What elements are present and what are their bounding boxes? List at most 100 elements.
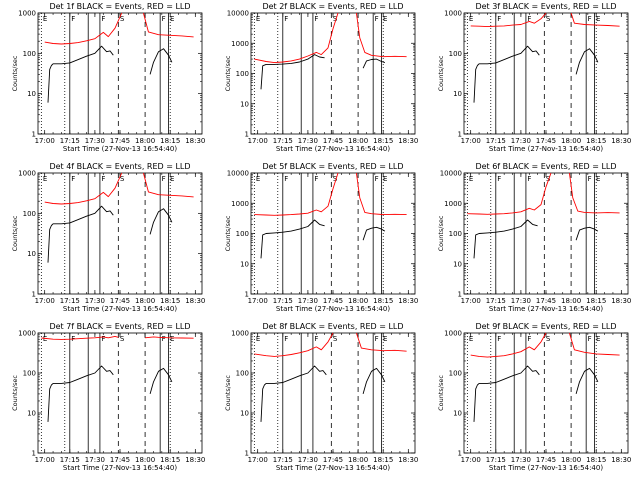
lld-series-line <box>568 332 620 356</box>
x-tick-label: 18:30 <box>398 137 418 145</box>
x-tick-label: 18:15 <box>373 456 393 464</box>
plot-frame <box>250 172 416 295</box>
y-tick-label: 1 <box>32 131 36 139</box>
x-tick-label: 17:30 <box>85 297 105 305</box>
interval-marker-label: S <box>120 175 125 183</box>
x-tick-label: 17:15 <box>486 137 506 145</box>
interval-marker-label: S <box>333 15 338 23</box>
y-tick-label: 1000 <box>18 170 36 178</box>
lld-series-line <box>142 12 194 38</box>
interval-marker-label: E <box>43 175 47 183</box>
panel-title: Det 8f BLACK = Events, RED = LLD <box>262 322 403 331</box>
interval-marker-label: E <box>469 15 473 23</box>
interval-marker-label: F <box>588 335 592 343</box>
lld-series-line <box>44 172 123 205</box>
lld-series-line <box>142 172 194 198</box>
detector-panel: Det 7f BLACK = Events, RED = LLD 1 10 100 10… <box>11 322 205 472</box>
x-tick-label: 17:15 <box>486 297 506 305</box>
y-tick-label: 10000 <box>227 10 249 18</box>
x-tick-label: 18:30 <box>185 137 205 145</box>
y-tick-label: 1000 <box>231 40 249 48</box>
y-tick-label: 1 <box>245 450 249 458</box>
lld-series-line <box>254 12 339 64</box>
y-tick-label: 1 <box>245 291 249 299</box>
detector-panel: Det 4f BLACK = Events, RED = LLD 1 10 100 10… <box>11 162 205 313</box>
y-tick-label: 1 <box>245 131 249 139</box>
interval-marker-label: F <box>284 175 288 183</box>
interval-marker-label: S <box>120 15 125 23</box>
interval-marker-label: E <box>383 175 387 183</box>
y-axis-label: Counts/sec <box>224 55 232 91</box>
interval-marker-label: F <box>497 335 501 343</box>
events-series-line <box>260 54 325 90</box>
plot-frame <box>463 12 629 135</box>
x-axis-label: Start Time (27-Nov-13 16:54:40) <box>489 145 603 153</box>
y-axis-label: Counts/sec <box>11 375 19 411</box>
lld-series-line <box>44 12 123 45</box>
y-axis-label: Counts/sec <box>437 55 445 91</box>
interval-marker-label: E <box>170 175 174 183</box>
interval-marker-label: E <box>596 15 600 23</box>
interval-marker-label: E <box>256 335 260 343</box>
x-tick-label: 17:45 <box>110 297 130 305</box>
y-tick-label: 10 <box>27 410 36 418</box>
events-series-line <box>575 226 599 241</box>
x-tick-label: 17:15 <box>273 456 293 464</box>
interval-marker-label: E <box>43 335 47 343</box>
y-axis-label: Counts/sec <box>11 55 19 91</box>
interval-marker-label: F <box>162 15 166 23</box>
interval-marker-label: F <box>101 175 105 183</box>
x-axis-label: Start Time (27-Nov-13 16:54:40) <box>63 145 177 153</box>
x-tick-label: 17:00 <box>461 297 481 305</box>
x-tick-label: 17:45 <box>536 297 556 305</box>
panel-title: Det 1f BLACK = Events, RED = LLD <box>49 2 190 11</box>
lld-series-line <box>467 172 552 215</box>
x-tick-label: 17:45 <box>110 137 130 145</box>
interval-marker-label: F <box>375 335 379 343</box>
interval-marker-label: E <box>43 15 47 23</box>
lld-series-line <box>145 336 194 339</box>
x-tick-label: 17:00 <box>461 137 481 145</box>
interval-marker-label: S <box>333 175 338 183</box>
events-series-line <box>47 205 114 263</box>
y-tick-label: 100 <box>449 230 462 238</box>
events-series-line <box>149 208 173 235</box>
x-tick-label: 17:00 <box>35 297 55 305</box>
plot-frame <box>37 172 203 295</box>
x-tick-label: 18:15 <box>160 456 180 464</box>
interval-marker-label: S <box>546 15 551 23</box>
y-tick-label: 10 <box>27 90 36 98</box>
interval-marker-label: E <box>383 15 387 23</box>
y-tick-label: 100 <box>236 70 249 78</box>
x-tick-label: 17:30 <box>511 456 531 464</box>
x-tick-label: 18:30 <box>185 297 205 305</box>
events-series-line <box>47 45 114 103</box>
x-tick-label: 18:15 <box>586 137 606 145</box>
lld-series-line <box>355 12 407 58</box>
events-series-line <box>473 219 538 259</box>
x-tick-label: 18:30 <box>611 456 631 464</box>
panel-title: Det 4f BLACK = Events, RED = LLD <box>49 162 190 171</box>
x-tick-label: 18:00 <box>561 456 581 464</box>
y-tick-label: 100 <box>23 50 36 58</box>
x-tick-label: 18:00 <box>348 297 368 305</box>
x-tick-label: 17:00 <box>461 456 481 464</box>
interval-marker-label: F <box>588 175 592 183</box>
y-tick-label: 1000 <box>231 330 249 338</box>
x-tick-label: 18:00 <box>561 137 581 145</box>
x-tick-label: 17:15 <box>486 456 506 464</box>
y-tick-label: 1000 <box>444 10 462 18</box>
lld-series-line <box>568 172 620 214</box>
y-tick-label: 100 <box>236 370 249 378</box>
x-tick-label: 18:00 <box>135 456 155 464</box>
x-tick-label: 18:00 <box>561 297 581 305</box>
x-tick-label: 18:00 <box>135 297 155 305</box>
x-tick-label: 17:15 <box>60 297 80 305</box>
interval-marker-label: S <box>546 175 551 183</box>
lld-series-line <box>470 332 547 358</box>
lld-series-line <box>254 172 339 216</box>
x-tick-label: 17:00 <box>248 297 268 305</box>
events-series-line <box>575 367 599 395</box>
panel-title: Det 2f BLACK = Events, RED = LLD <box>262 2 403 11</box>
